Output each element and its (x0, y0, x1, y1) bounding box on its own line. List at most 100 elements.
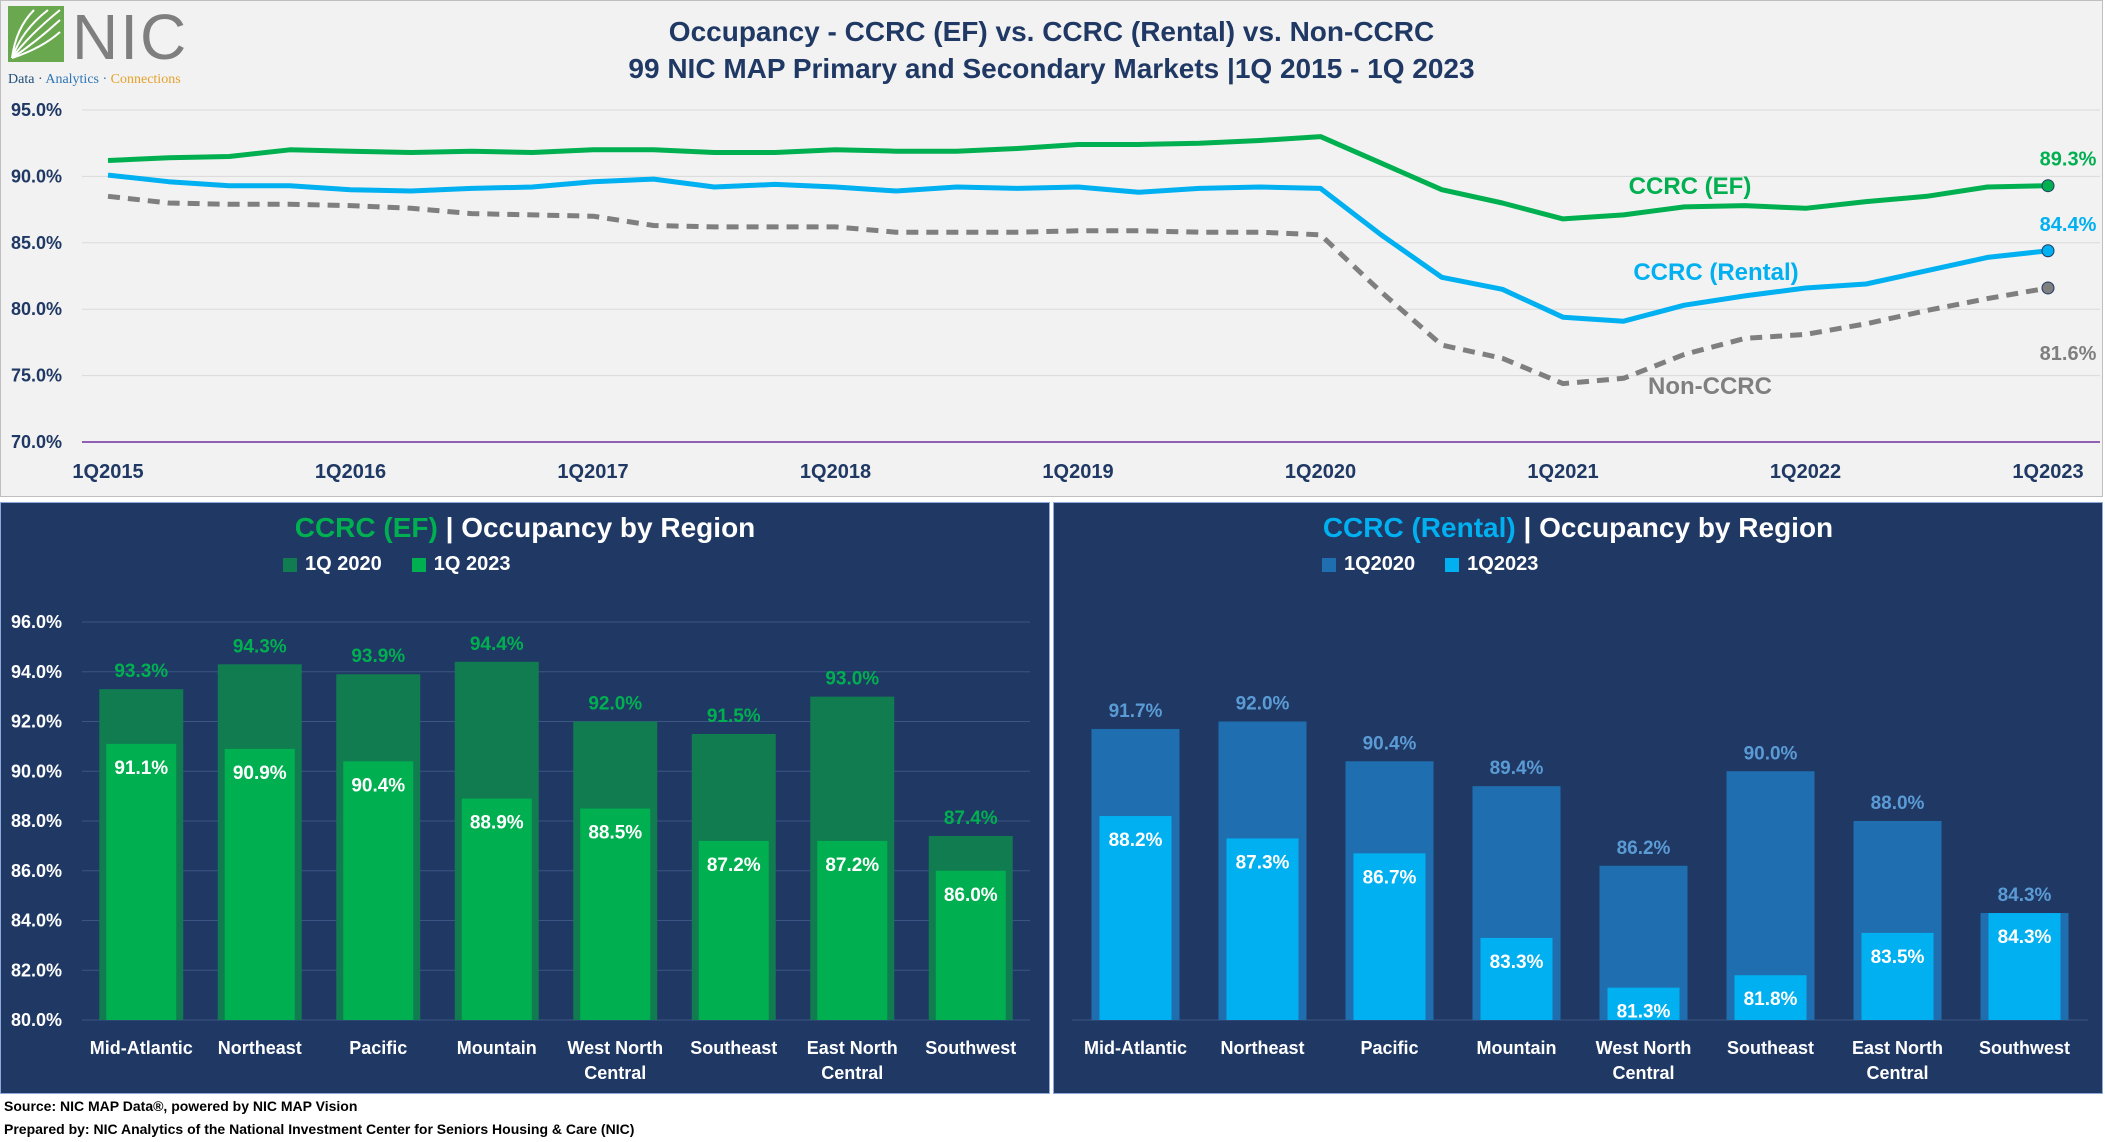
legend-label-rental-2020: 1Q2020 (1344, 553, 1416, 575)
legend-swatch-rental-2020 (1322, 557, 1336, 572)
x-tick-label: 1Q2020 (1285, 461, 1356, 483)
tagline-analytics: Analytics (45, 72, 99, 87)
series-line-non-ccrc (107, 193, 2049, 387)
series-end-label: 81.6% (2040, 343, 2097, 365)
data-label-1q2020: 91.5% (707, 706, 761, 727)
data-label-1q2023: 88.2% (1109, 830, 1163, 851)
category-label: Northeast (218, 1038, 302, 1058)
category-label: Pacific (1360, 1038, 1418, 1058)
y-tick-label: 88.0% (11, 811, 62, 831)
ccrc-rental-bar-chart: 91.7% 88.2% Mid-Atlantic 92.0% 87.3% Northeas… (1072, 694, 2088, 1083)
y-tick-label: 75.0% (11, 366, 62, 386)
logo-tagline: Data · Analytics · Connections (8, 72, 181, 88)
bar-1q2023 (1480, 937, 1553, 1020)
x-tick-label: 1Q2022 (1770, 461, 1841, 483)
tagline-dot-2: · (98, 72, 111, 87)
data-label-1q2023: 86.0% (944, 885, 998, 906)
data-label-1q2020: 90.4% (1363, 733, 1417, 754)
y-tick-label: 85.0% (11, 233, 62, 253)
data-label-1q2020: 87.4% (944, 808, 998, 829)
x-tick-label: 1Q2021 (1527, 461, 1598, 483)
category-label: Central (1866, 1063, 1928, 1083)
y-tick-label: 84.0% (11, 911, 62, 931)
category-label: Mid-Atlantic (90, 1038, 193, 1058)
tagline-connections: Connections (110, 72, 181, 87)
top-chart-panel (0, 0, 2103, 497)
data-label-1q2023: 83.5% (1871, 947, 1925, 968)
data-label-1q2020: 91.7% (1109, 701, 1163, 722)
series-end-label: 89.3% (2040, 149, 2097, 171)
bar-1q2023 (1988, 913, 2061, 1020)
legend-ef-2020: 1Q 2020 (283, 553, 382, 576)
y-tick-label: 70.0% (11, 432, 62, 452)
bar-1q2023 (1861, 932, 1934, 1020)
y-tick-label: 94.0% (11, 662, 62, 682)
bar-1q2023 (343, 761, 414, 1020)
ccrc-ef-region-title: CCRC (EF) | Occupancy by Region (0, 512, 1050, 544)
series-end-point (2041, 179, 2055, 193)
series-name-label: CCRC (Rental) (1633, 259, 1798, 286)
bar-1q2023 (698, 840, 769, 1020)
category-label: Central (584, 1063, 646, 1083)
y-tick-label: 92.0% (11, 712, 62, 732)
nic-logo-mark-icon (8, 6, 64, 62)
data-label-1q2023: 87.2% (825, 855, 879, 876)
legend-rental-2020: 1Q2020 (1322, 553, 1415, 576)
legend-swatch-rental-2023 (1445, 557, 1460, 572)
x-tick-label: 1Q2018 (800, 461, 871, 483)
legend-label-rental-2023: 1Q2023 (1467, 553, 1539, 575)
category-label: Mountain (1477, 1038, 1557, 1058)
data-label-1q2020: 94.4% (470, 634, 524, 655)
data-label-1q2020: 93.3% (114, 661, 168, 682)
ccrc-ef-bar-chart: 80.0% 82.0% 84.0% 86.0% 88.0% 90.0% 92.0% 94.0%… (11, 612, 1030, 1083)
data-label-1q2023: 90.9% (233, 763, 287, 784)
legend-label-ef-2023: 1Q 2023 (433, 553, 511, 575)
data-label-1q2023: 88.9% (470, 813, 524, 834)
category-label: West North (1596, 1038, 1692, 1058)
data-label-1q2023: 83.3% (1490, 952, 1544, 973)
data-label-1q2023: 81.3% (1617, 1002, 1671, 1023)
main-subtitle: 99 NIC MAP Primary and Secondary Markets… (628, 53, 1475, 84)
y-tick-label: 82.0% (11, 960, 62, 980)
ccrc-ef-legend: 1Q 2020 1Q 2023 (283, 553, 510, 576)
bar-1q2023 (935, 870, 1006, 1020)
occupancy-line-chart: 70.0% 75.0% 80.0% 85.0% 90.0% 95.0% 1Q2015 1Q20… (11, 100, 2100, 483)
ccrc-rental-title-rest: | Occupancy by Region (1515, 512, 1834, 543)
category-label: Mid-Atlantic (1084, 1038, 1187, 1058)
category-label: Northeast (1220, 1038, 1304, 1058)
data-label-1q2020: 93.9% (351, 646, 405, 667)
data-label-1q2023: 88.5% (588, 823, 642, 844)
x-tick-label: 1Q2017 (557, 461, 628, 483)
category-label: Pacific (349, 1038, 407, 1058)
category-label: Central (821, 1063, 883, 1083)
main-title: Occupancy - CCRC (EF) vs. CCRC (Rental) … (668, 16, 1435, 47)
series-end-point (2041, 244, 2055, 258)
data-label-1q2023: 84.3% (1998, 927, 2052, 948)
y-tick-label: 80.0% (11, 299, 62, 319)
y-tick-label: 86.0% (11, 861, 62, 881)
category-label: West North (567, 1038, 663, 1058)
data-label-1q2023: 90.4% (351, 775, 405, 796)
data-label-1q2023: 91.1% (114, 758, 168, 779)
data-label-1q2020: 89.4% (1490, 758, 1544, 779)
y-tick-label: 95.0% (11, 100, 62, 120)
data-label-1q2020: 92.0% (1236, 694, 1290, 715)
data-label-1q2020: 86.2% (1617, 838, 1671, 859)
bar-1q2023 (1607, 987, 1680, 1020)
data-label-1q2020: 90.0% (1744, 743, 1798, 764)
data-label-1q2023: 87.3% (1236, 852, 1290, 873)
ccrc-ef-title-colored: CCRC (EF) (294, 512, 438, 543)
category-label: Southeast (690, 1038, 777, 1058)
data-label-1q2023: 87.2% (707, 855, 761, 876)
bar-1q2023 (1099, 816, 1172, 1020)
legend-ef-2023: 1Q 2023 (411, 553, 511, 576)
y-tick-label: 80.0% (11, 1010, 62, 1030)
tagline-data: Data (8, 72, 35, 87)
bar-1q2023 (580, 808, 651, 1020)
x-tick-label: 1Q2019 (1042, 461, 1113, 483)
category-label: Southwest (925, 1038, 1016, 1058)
data-label-1q2020: 84.3% (1998, 885, 2052, 906)
legend-rental-2023: 1Q2023 (1445, 553, 1538, 576)
series-name-label: Non-CCRC (1648, 373, 1772, 400)
y-tick-label: 96.0% (11, 612, 62, 632)
